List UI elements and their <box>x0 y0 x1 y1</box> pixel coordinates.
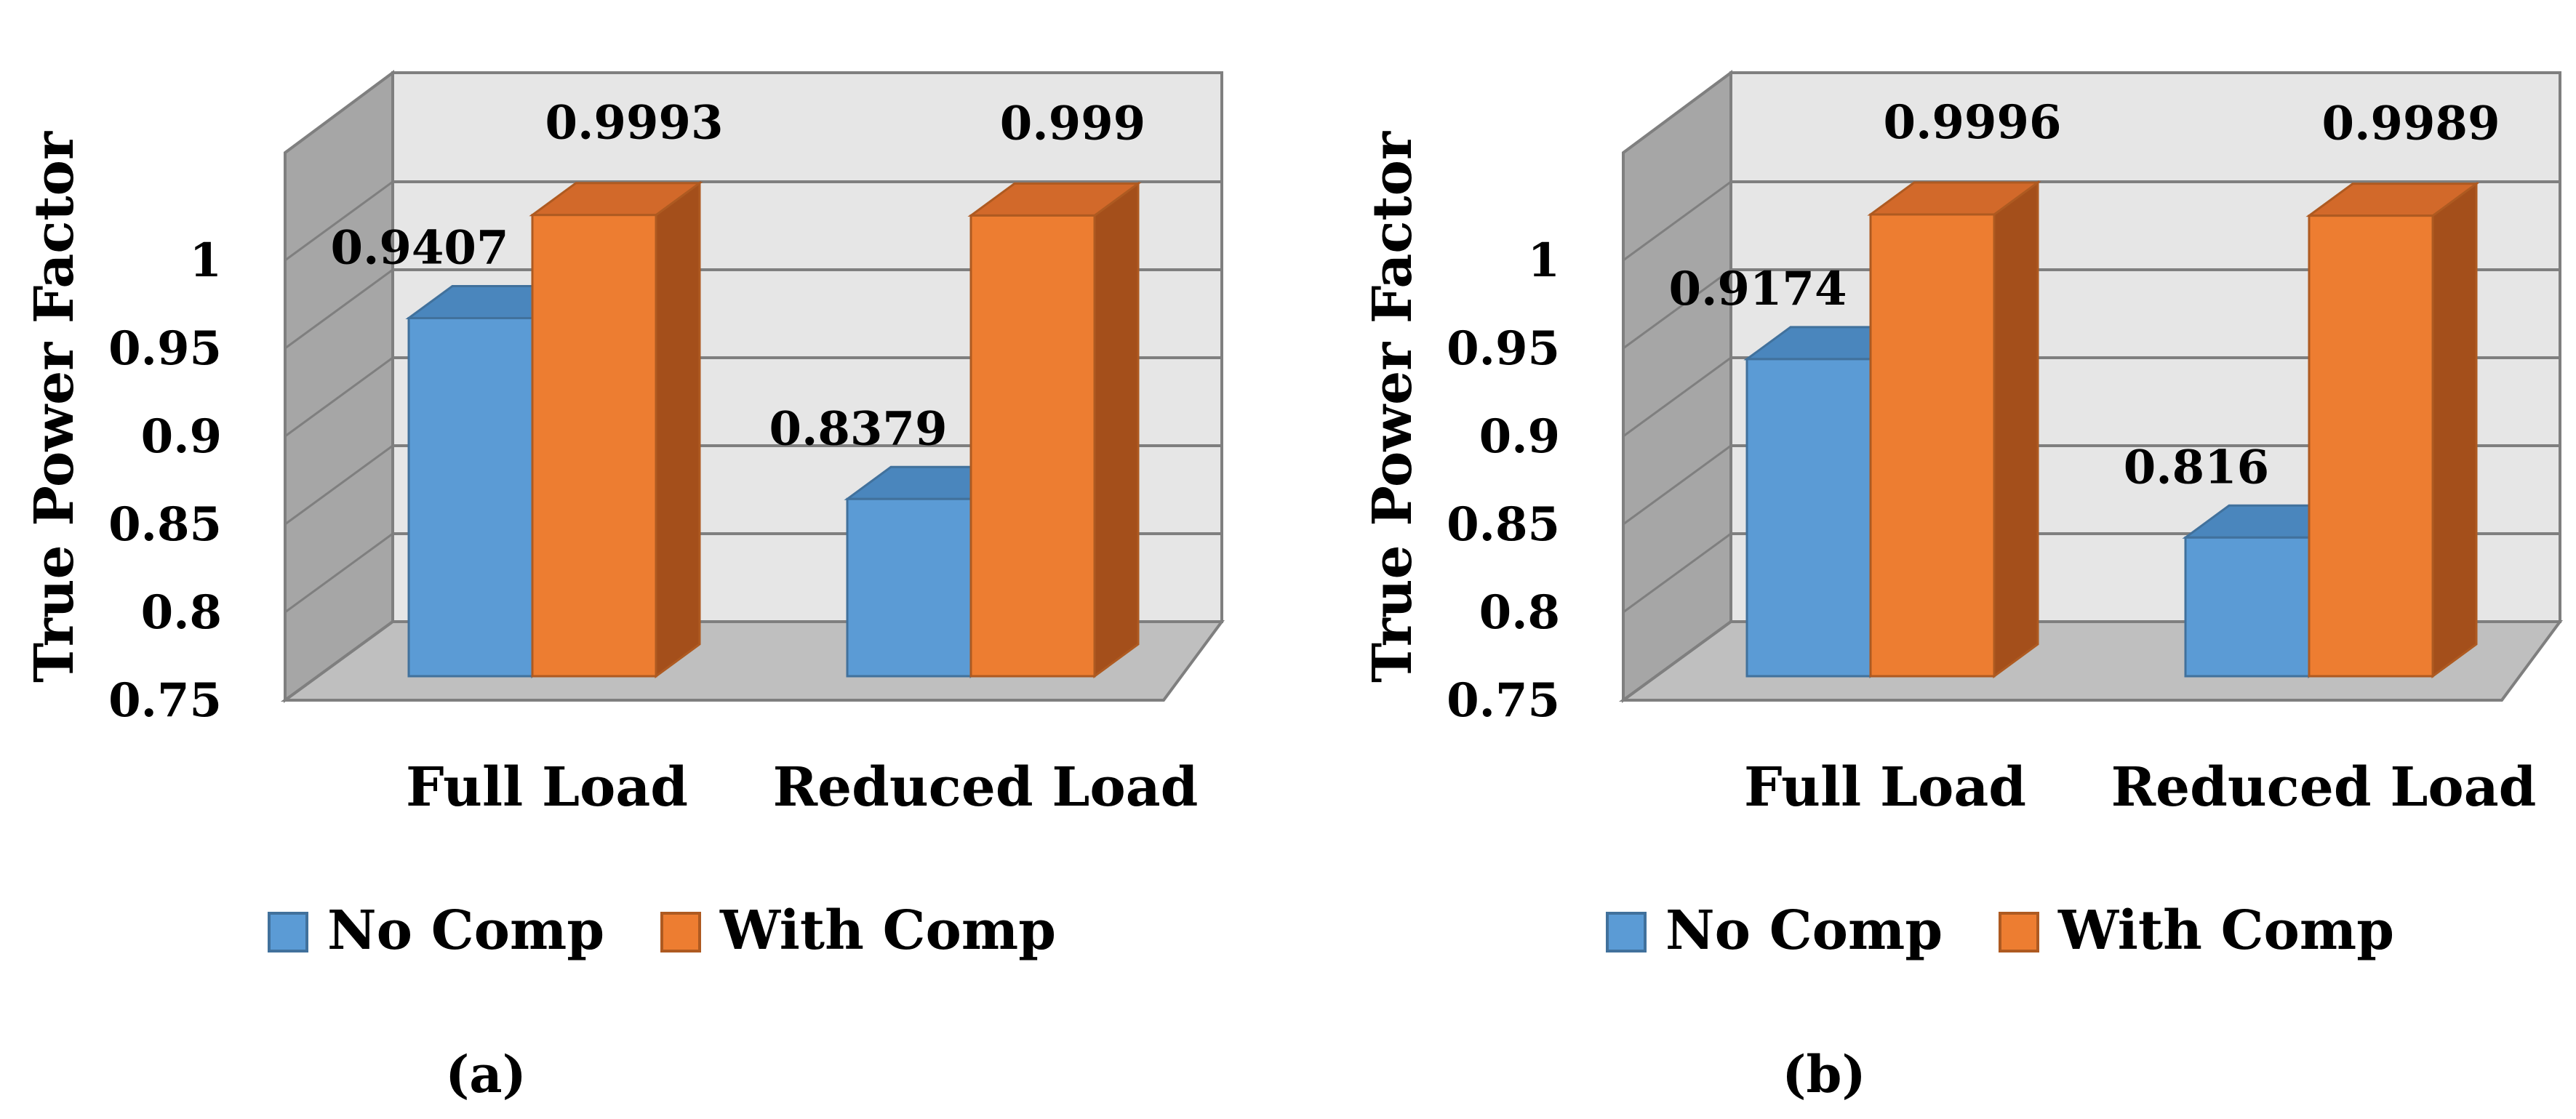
y-tick-label: 0.8 <box>1479 585 1560 640</box>
y-tick-label: 0.9 <box>141 409 222 464</box>
y-tick-label: 0.8 <box>141 585 222 640</box>
bar-front <box>2184 536 2311 678</box>
legend-label: With Comp <box>2057 899 2394 962</box>
bar-front <box>1745 358 1872 678</box>
legend-swatch <box>660 912 701 952</box>
bar-side <box>1993 180 2039 678</box>
x-tick-label: Reduced Load <box>2111 756 2537 819</box>
bar-side <box>2431 181 2478 678</box>
data-label: 0.9993 <box>545 96 724 151</box>
panel-label: (a) <box>445 1044 527 1104</box>
legend-swatch <box>1999 912 2039 952</box>
y-tick-label: 0.9 <box>1479 409 1560 464</box>
gridline-side <box>1623 268 1732 350</box>
gridline-side <box>1623 356 1732 438</box>
legend-item-no-comp: No Comp <box>1606 899 1943 962</box>
gridline-side <box>1623 532 1732 614</box>
panel-label: (b) <box>1782 1044 1865 1104</box>
y-tick-label: 0.75 <box>1447 673 1560 728</box>
legend-item-with-comp: With Comp <box>660 899 1056 962</box>
y-tick-label: 0.95 <box>1447 321 1560 376</box>
x-tick-label: Reduced Load <box>773 756 1199 819</box>
data-label: 0.9996 <box>1884 95 2062 150</box>
data-label: 0.9174 <box>1669 262 1847 316</box>
bar-front <box>407 317 534 678</box>
y-tick-label: 1 <box>1527 233 1560 288</box>
gridline-side <box>284 532 393 614</box>
side-wall <box>1622 70 1732 703</box>
gridline-side <box>284 268 393 350</box>
bar-front <box>531 214 657 678</box>
legend-label: With Comp <box>719 899 1056 962</box>
legend-swatch <box>1606 912 1647 952</box>
x-tick-label: Full Load <box>1744 756 2026 819</box>
gridline-side <box>284 180 393 262</box>
data-label: 0.816 <box>2124 440 2269 494</box>
legend-swatch <box>268 912 308 952</box>
data-label: 0.8379 <box>769 401 948 456</box>
gridline-side <box>1623 180 1732 262</box>
bar-front <box>969 214 1096 678</box>
bar-with-comp-reduced-load <box>967 181 1142 678</box>
gridline-side <box>284 444 393 526</box>
legend-item-no-comp: No Comp <box>268 899 604 962</box>
side-wall <box>284 70 394 703</box>
x-tick-label: Full Load <box>406 756 688 819</box>
chart-panel-b: 0.75 0.8 0.85 0.9 0.95 1 True Power Factor 0.91… <box>1361 70 2563 1104</box>
bar-side <box>1093 181 1140 678</box>
y-tick-label: 1 <box>189 233 222 288</box>
bar-side <box>655 180 701 678</box>
y-axis-label: True Power Factor <box>1361 131 1424 683</box>
data-label: 0.9407 <box>331 221 509 276</box>
bar-front <box>2308 214 2434 678</box>
gridline-side <box>1623 444 1732 526</box>
bar-with-comp-full-load <box>1867 180 2041 678</box>
y-axis-label: True Power Factor <box>23 131 86 683</box>
y-tick-label: 0.95 <box>108 321 222 376</box>
data-label: 0.999 <box>1000 96 1145 151</box>
legend-label: No Comp <box>327 899 604 962</box>
y-tick-label: 0.75 <box>108 673 222 728</box>
bar-with-comp-full-load <box>529 180 703 678</box>
gridline-side <box>284 356 393 438</box>
y-tick-label: 0.85 <box>1447 497 1560 552</box>
chart-panel-a: 0.75 0.8 0.85 0.9 0.95 1 True Power Factor 0.94… <box>23 70 1225 1104</box>
legend-label: No Comp <box>1665 899 1943 962</box>
legend-item-with-comp: With Comp <box>1999 899 2394 962</box>
bar-with-comp-reduced-load <box>2305 181 2480 678</box>
bar-front <box>846 497 972 678</box>
bar-front <box>1869 213 1996 678</box>
data-label: 0.9989 <box>2322 97 2500 151</box>
y-tick-label: 0.85 <box>108 497 222 552</box>
